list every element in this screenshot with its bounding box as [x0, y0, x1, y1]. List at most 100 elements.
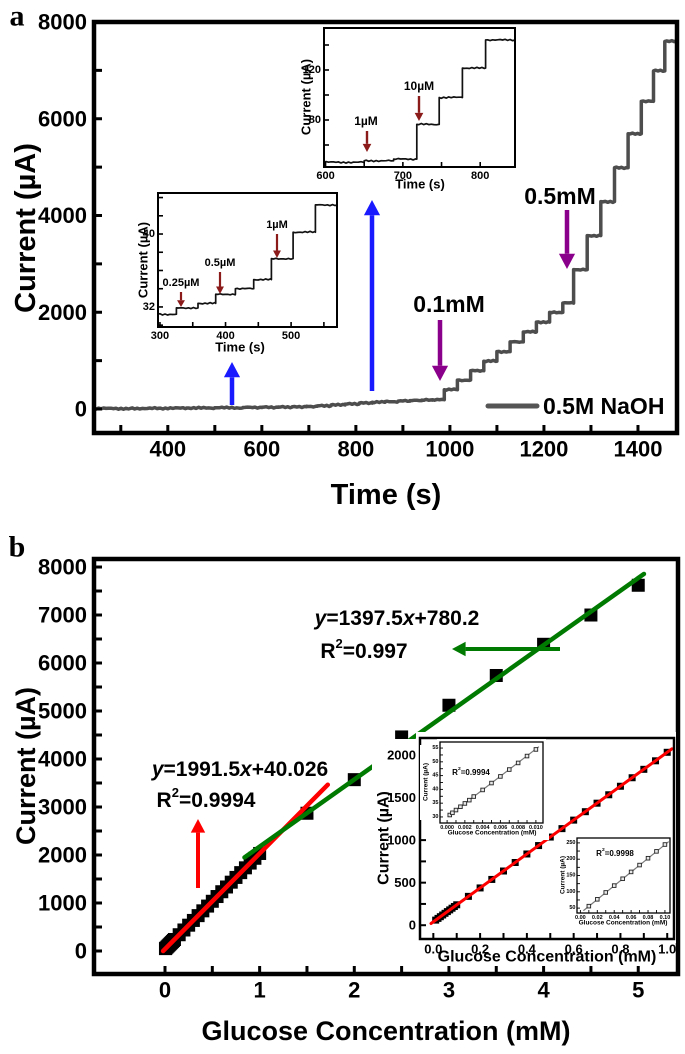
panel-b-inset-x-tick-label: 0.6: [565, 942, 583, 957]
panel-a-inset-left-background: [156, 191, 339, 329]
panel-b-subinset-low-background: [420, 745, 437, 820]
inset-left-pointer-arrow: [223, 362, 241, 405]
data-point: [453, 807, 459, 813]
panel-b-inset-y-tick-label: 1000: [387, 833, 416, 848]
arrow-0.25uM-head: [177, 300, 185, 307]
panel-b-subinset-low-x-tick-label: 0.004: [476, 825, 491, 831]
data-point: [489, 780, 494, 786]
data-point: [645, 855, 651, 861]
panel-b-calibration-x-tick-label: 1: [254, 978, 266, 1003]
panel-b-calibration-y-tick-label: 0: [75, 939, 87, 964]
panel-b-inset-y-tick-label: 2000: [387, 748, 416, 763]
arrow-1uM-top: [362, 131, 372, 152]
annotation-0.1mM: 0.1mM: [413, 291, 485, 317]
data-point: [467, 797, 472, 803]
panel-b-calibration-y-tick-label: 8000: [38, 555, 87, 580]
panel-a-amperometric-plot-area: [93, 38, 678, 412]
panel-b-subinset-mid-y-tick-label: 50: [569, 905, 575, 911]
panel-a-inset-left-spines: [157, 192, 338, 328]
panel-b-subinset-low-x-axis-label: Glucose Concentration (mM): [448, 830, 537, 837]
equation-red-fit: y=1991.5x+40.026: [151, 758, 328, 781]
panel-b-calibration-y-axis-label: Current (µA): [11, 687, 41, 845]
legend-label-naoh: 0.5M NaOH: [543, 393, 664, 419]
data-point: [662, 842, 668, 847]
panel-b-inset-background: [372, 739, 416, 940]
data-point: [533, 747, 539, 752]
panel-b-calibration-x-tick-label: 3: [443, 978, 455, 1003]
panel-b-inset-spines: [418, 736, 676, 941]
fit-line-red: [160, 782, 331, 954]
data-point: [654, 849, 659, 854]
panel-b-subinset-low-y-tick-label: 30: [432, 814, 438, 820]
panel-a-amperometric-x-tick-label: 1400: [614, 437, 663, 462]
panel-a-amperometric-x-axis-label: Time (s): [331, 479, 442, 511]
panel-label-a: a: [10, 0, 25, 33]
panel-b-inset-x-tick-label: 1.0: [658, 942, 676, 957]
subinset-low-points: [447, 747, 539, 818]
panel-b-inset-x-tick-label: 0.8: [611, 942, 629, 957]
data-point: [458, 804, 463, 809]
inset-left-pointer-arrow-head: [223, 362, 241, 378]
panel-a-inset-top-y-tick-label: 80: [309, 114, 321, 126]
panel-b-subinset-low-x-tick-label: 0.000: [440, 825, 454, 831]
panel-b-calibration-y-tick-label: 3000: [38, 795, 87, 820]
arrow-red-fit: [190, 819, 206, 888]
panel-b-subinset-mid: 0.00 0.02 0.04 0.06 0.08 0.10 50 100 150 200 250 Gl…: [557, 835, 672, 930]
arrow-0.25uM: [177, 292, 185, 307]
arrow-1uM-top-head: [362, 143, 372, 152]
panel-b-calibration-y-tick-label: 1000: [38, 891, 87, 916]
panel-b-subinset-low: 0.000 0.002 0.004 0.006 0.008 0.010 30 35 40 45 50…: [420, 739, 549, 840]
panel-b-subinset-mid-x-tick-label: 0.10: [660, 915, 671, 921]
r-squared-red-fit: R2=0.9994: [157, 785, 256, 812]
data-point: [450, 810, 455, 816]
panel-b-subinset-mid-x-tick-label: 0.00: [575, 915, 586, 921]
panel-b-subinset-mid-background: [557, 840, 574, 912]
panel-b-inset-y-tick-label: 1500: [387, 790, 416, 805]
panel-b-calibration-y-tick-label: 4000: [38, 747, 87, 772]
naoh-current-curve: [93, 38, 678, 412]
panel-b-subinset-low-x-tick-label: 0.008: [511, 825, 525, 831]
panel-a-amperometric-x-tick-label: 400: [149, 437, 186, 462]
panel-b-subinset-mid-x-tick-label: 0.08: [643, 915, 654, 921]
data-point: [524, 753, 530, 759]
fit-line-green: [242, 571, 647, 860]
panel-b-calibration-x-axis-label: Glucose Concentration (mM): [201, 1016, 570, 1046]
panel-a-inset-left: 300 400 500 32 40 Time (s) Current (µA) 0.25µM 0…: [134, 191, 339, 356]
panel-b-calibration-y-tick-label: 7000: [38, 603, 87, 628]
panel-b-subinset-mid-background: [574, 835, 672, 916]
panel-a-amperometric-y-tick-label: 2000: [38, 300, 87, 325]
panel-b-inset-x-axis-label: Glucose Concentration (mM): [438, 949, 657, 966]
panel-b-subinset-low-y-tick-label: 35: [432, 800, 438, 806]
arrow-green-fit: [452, 641, 560, 657]
r-squared-subinset-mid: R2=0.9998: [596, 846, 634, 857]
panel-a-inset-top-x-tick-label: 700: [394, 170, 412, 182]
panel-a-inset-left-y-tick-label: 40: [143, 228, 155, 240]
panel-b-subinset-mid-plot-area: [583, 841, 669, 911]
arrow-1uM-left: [273, 234, 281, 258]
panel-a-amperometric-x-tick-label: 1200: [519, 437, 568, 462]
data-point: [603, 890, 608, 895]
subinset-mid-points: [586, 842, 668, 909]
data-point: [611, 883, 617, 888]
panel-a-amperometric: 400 600 800 1000 1200 1400 0 2000 4000 6000 8000 Ti…: [10, 10, 680, 511]
panel-b-subinset-mid-x-tick-label: 0.04: [609, 915, 621, 921]
panel-label-b: b: [9, 531, 26, 564]
panel-a-inset-left-x-tick-label: 300: [151, 330, 169, 342]
panel-a-inset-top-background: [296, 45, 322, 165]
annotation-1uM-top: 1µM: [354, 114, 378, 128]
equation-green-fit: y=1397.5x+780.2: [314, 607, 480, 630]
panel-b-subinset-mid-y-tick-label: 150: [566, 873, 575, 879]
arrow-0.5uM-head: [216, 286, 224, 294]
data-point: [480, 787, 485, 793]
panel-b-subinset-low-x-tick-label: 0.010: [529, 825, 543, 831]
panel-b-inset-y-tick-label: 0: [409, 918, 416, 933]
arrow-red-fit-head: [190, 819, 206, 833]
annotation-1uM-left: 1µM: [266, 219, 288, 231]
arrow-0.5mM: [558, 210, 576, 269]
panel-b-subinset-low-y-axis-label: Current (µA): [423, 763, 430, 801]
arrow-0.1mM: [431, 320, 449, 381]
panel-a-inset-left-x-tick-label: 400: [216, 330, 234, 342]
data-point: [595, 897, 600, 902]
arrow-10uM-top-head: [414, 112, 424, 121]
